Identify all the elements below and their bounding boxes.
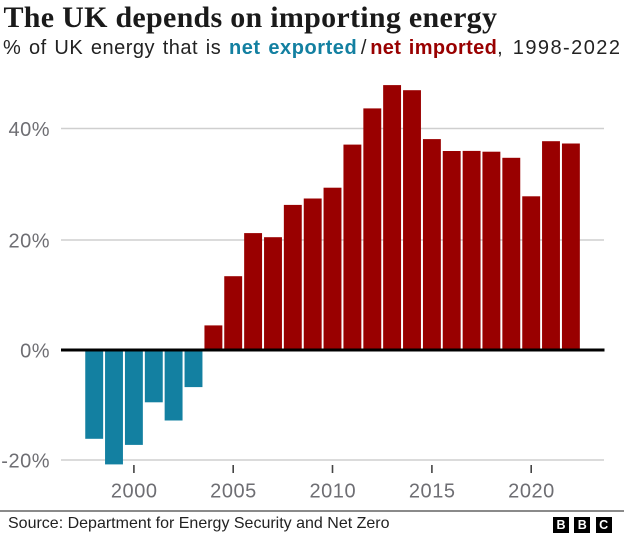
svg-text:20%: 20% [8,231,50,253]
svg-text:2015: 2015 [409,480,456,502]
svg-text:40%: 40% [8,119,50,141]
svg-text:-20%: -20% [1,451,50,473]
svg-text:0%: 0% [20,341,50,363]
svg-text:2000: 2000 [111,480,158,502]
svg-text:2010: 2010 [309,480,356,502]
svg-text:2005: 2005 [210,480,257,502]
svg-text:2020: 2020 [508,480,555,502]
